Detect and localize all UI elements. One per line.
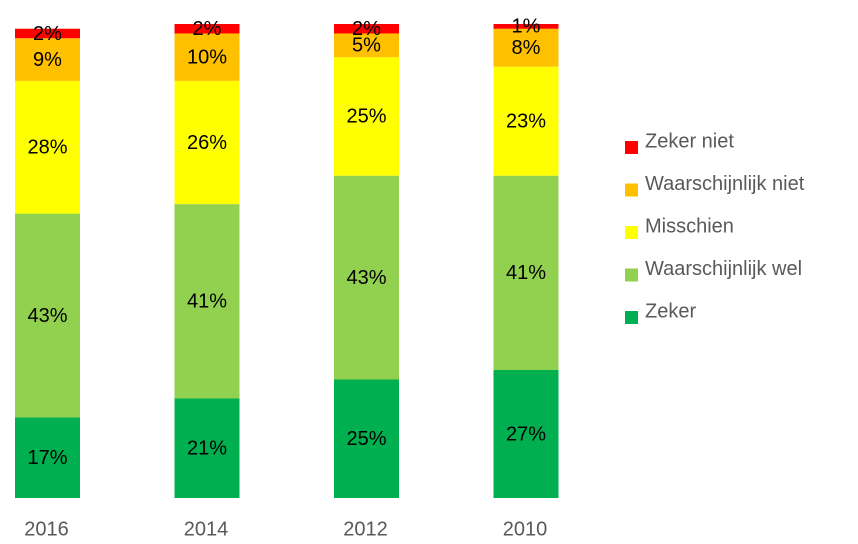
data-label: 23% <box>506 110 546 132</box>
bar-segment <box>15 38 80 81</box>
bar-segment <box>493 66 559 176</box>
data-label: 26% <box>187 132 227 154</box>
bar-segment <box>174 204 240 399</box>
x-tick-label: 2012 <box>343 518 388 540</box>
data-label: 9% <box>33 49 62 71</box>
data-label: 1% <box>512 16 541 38</box>
data-label: 17% <box>27 447 67 469</box>
data-label: 27% <box>506 423 546 445</box>
bar-segment <box>334 24 399 34</box>
legend-swatch <box>625 268 638 282</box>
data-label: 25% <box>346 106 386 128</box>
data-label: 43% <box>346 267 386 289</box>
x-tick-label: 2010 <box>503 518 548 540</box>
legend-label: Misschien <box>645 215 734 237</box>
data-label: 41% <box>187 291 227 313</box>
data-label: 43% <box>27 305 67 327</box>
bar-segment <box>334 33 399 58</box>
data-label: 10% <box>187 46 227 68</box>
bar-segment <box>334 57 399 176</box>
bar-segment <box>15 417 80 498</box>
bar-segment <box>493 28 559 67</box>
data-label: 28% <box>27 137 67 159</box>
data-label: 41% <box>506 262 546 284</box>
bar-segment <box>493 175 559 371</box>
data-label: 8% <box>512 37 541 59</box>
x-tick-label: 2016 <box>24 518 69 540</box>
bar-segment <box>493 24 559 29</box>
legend-label: Zeker niet <box>645 130 734 152</box>
legend-swatch <box>625 183 638 197</box>
bar-segment <box>334 379 399 498</box>
bar-segment <box>15 80 80 214</box>
legend-label: Waarschijnlijk niet <box>645 173 805 195</box>
bar-segment <box>174 33 240 81</box>
x-tick-label: 2014 <box>184 518 229 540</box>
data-label: 2% <box>352 18 381 40</box>
bar-segment <box>174 398 240 498</box>
bar-segment <box>174 24 240 34</box>
legend-swatch <box>625 311 638 324</box>
bar-segment <box>174 80 240 205</box>
legend-label: Zeker <box>645 300 696 322</box>
bar-segment <box>334 175 399 380</box>
bar-segment <box>493 370 559 498</box>
bar-segment <box>15 28 80 39</box>
data-label: 25% <box>346 428 386 450</box>
data-label: 2% <box>33 23 62 45</box>
data-label: 2% <box>193 18 222 40</box>
legend-swatch <box>625 226 638 239</box>
data-label: 5% <box>352 35 381 57</box>
legend-label: Waarschijnlijk wel <box>645 258 802 280</box>
legend-swatch <box>625 141 638 154</box>
data-label: 21% <box>187 438 227 460</box>
bar-segment <box>15 213 80 418</box>
